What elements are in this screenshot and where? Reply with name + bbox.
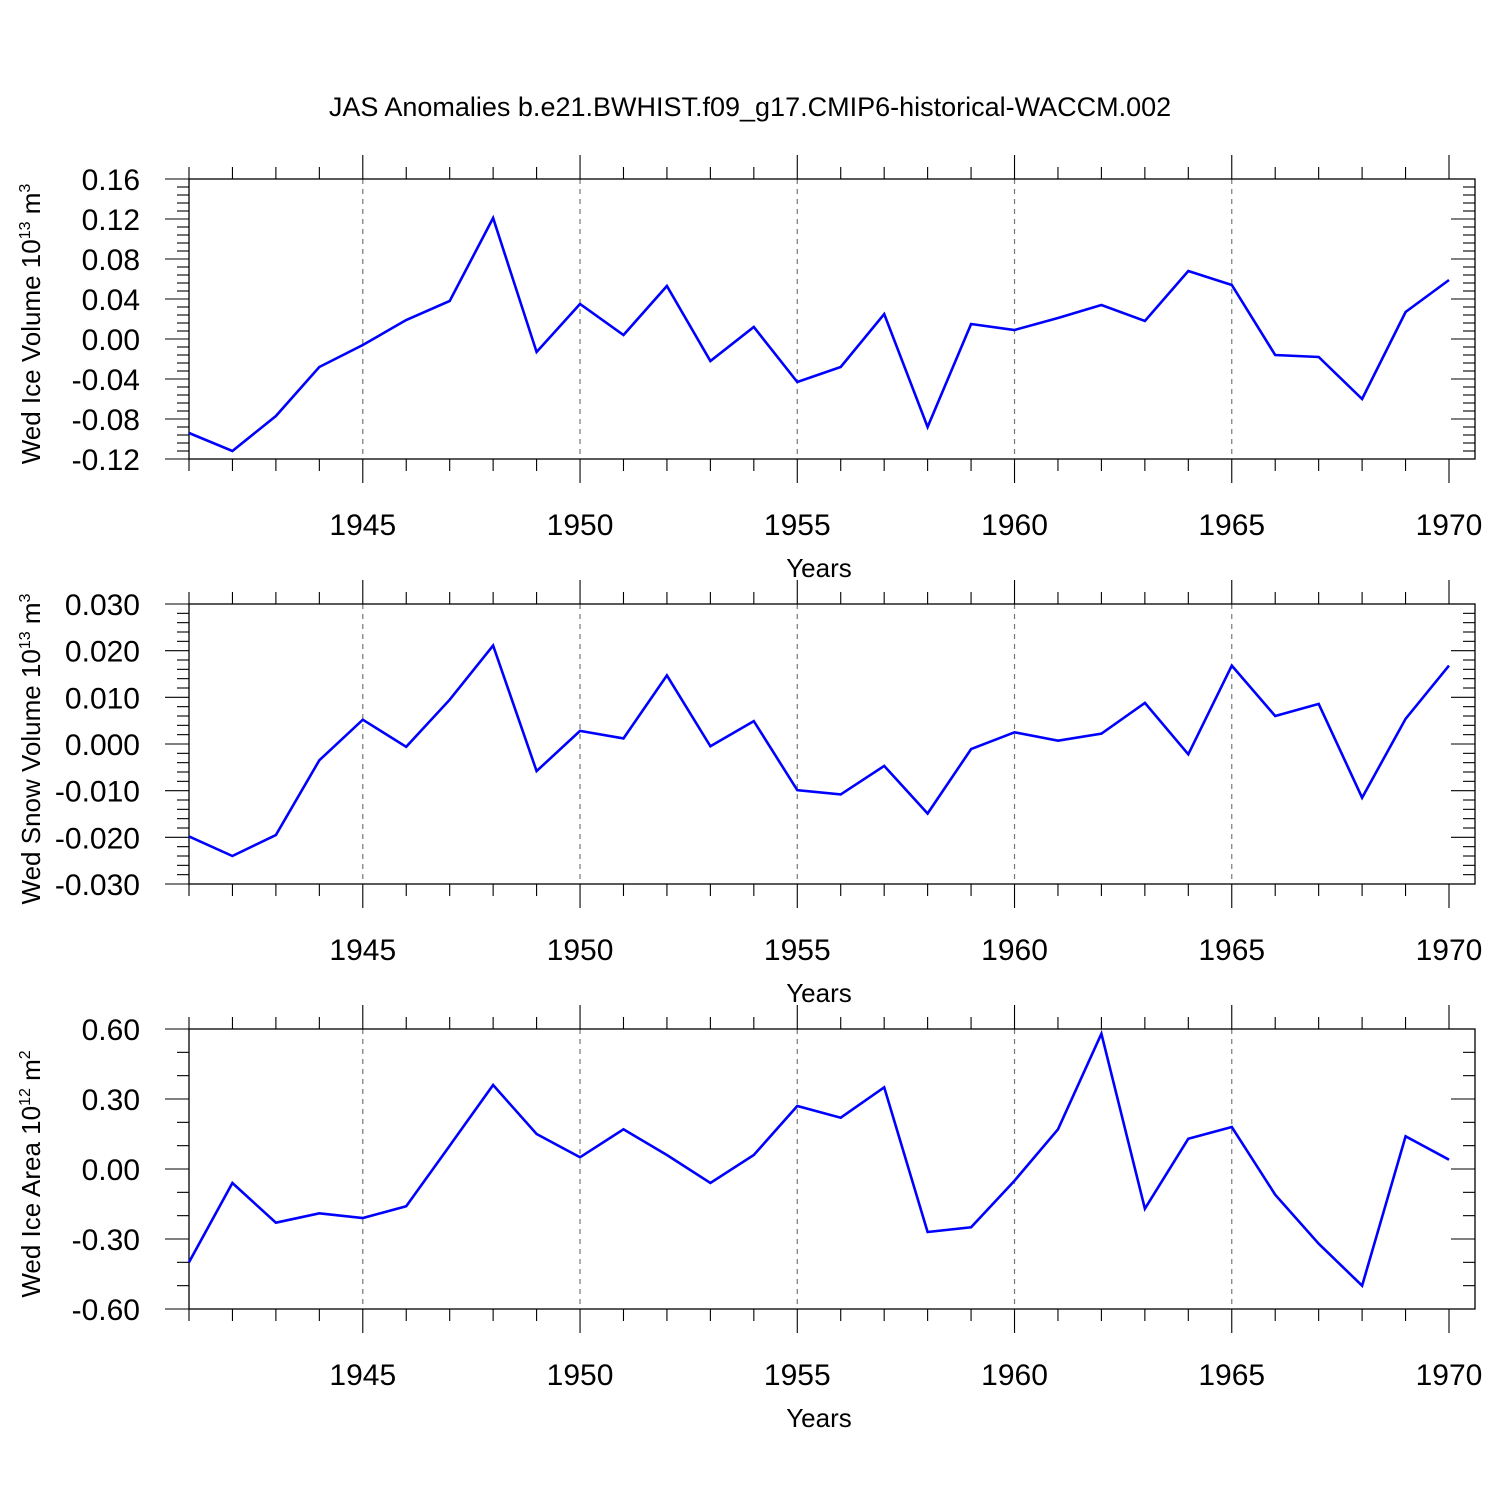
x-tick-label: 1970 <box>1416 934 1483 967</box>
x-tick-label: 1950 <box>547 934 614 967</box>
y-tick-label: 0.00 <box>82 324 140 357</box>
plot-frame <box>188 603 1476 885</box>
y-tick-label: -0.010 <box>55 776 140 809</box>
y-axis-label-unit-exponent: 3 <box>17 593 34 602</box>
x-tick-label: 1960 <box>981 509 1048 542</box>
x-tick-label: 1960 <box>981 1359 1048 1392</box>
y-axis-label: Wed Ice Area 1012 m2 <box>16 1050 46 1297</box>
y-tick-label: 0.16 <box>82 164 140 197</box>
main-title: JAS Anomalies b.e21.BWHIST.f09_g17.CMIP6… <box>329 92 1171 122</box>
plot-frame <box>188 1028 1476 1310</box>
x-tick-label: 1950 <box>547 1359 614 1392</box>
x-tick-label: 1960 <box>981 934 1048 967</box>
y-tick-label: 0.60 <box>82 1014 140 1047</box>
x-tick-label: 1970 <box>1416 509 1483 542</box>
y-axis-label-text: Wed Snow Volume 10 <box>16 649 46 904</box>
x-tick-label: 1945 <box>329 1359 396 1392</box>
y-axis-label: Wed Snow Volume 1013 m3 <box>16 593 46 904</box>
x-tick-label: 1955 <box>764 509 831 542</box>
x-axis-label: Years <box>786 1403 852 1433</box>
series-line-snow-volume <box>188 642 1451 858</box>
y-tick-label: 0.08 <box>82 244 140 277</box>
y-tick-label: 0.010 <box>65 682 140 715</box>
y-axis-label-unit: m <box>16 193 46 222</box>
y-axis-label-unit-exponent: 2 <box>17 1050 34 1059</box>
y-tick-label: -0.30 <box>72 1224 140 1257</box>
series-line-ice-area <box>187 1029 1450 1289</box>
x-tick-label: 1965 <box>1198 934 1265 967</box>
x-axis-label: Years <box>786 553 852 583</box>
y-tick-label: 0.00 <box>82 1154 140 1187</box>
panel-snow-volume: -0.030 -0.020 -0.010 0.000 0.010 0.020 0.030 19… <box>16 580 1482 1008</box>
y-tick-label: -0.08 <box>72 404 140 437</box>
y-axis-label-text: Wed Ice Volume 10 <box>16 239 46 464</box>
y-tick-label: 0.000 <box>65 729 140 762</box>
x-tick-label: 1945 <box>329 934 396 967</box>
x-tick-label: 1950 <box>547 509 614 542</box>
y-tick-label: -0.030 <box>55 869 140 902</box>
y-axis-label-exponent: 13 <box>17 631 34 649</box>
y-tick-label: 0.30 <box>82 1084 140 1117</box>
y-tick-label: 0.020 <box>65 636 140 669</box>
x-tick-label: 1955 <box>764 934 831 967</box>
y-axis-label-unit-exponent: 3 <box>17 184 34 193</box>
y-tick-label: -0.020 <box>55 822 140 855</box>
y-tick-label: -0.04 <box>72 364 140 397</box>
y-axis-label-unit: m <box>16 602 46 631</box>
x-tick-label: 1965 <box>1198 509 1265 542</box>
y-tick-label: 0.12 <box>82 204 140 237</box>
x-tick-label: 1965 <box>1198 1359 1265 1392</box>
y-tick-label: 0.04 <box>82 284 140 317</box>
y-axis-label-exponent: 13 <box>17 221 34 239</box>
x-tick-label: 1955 <box>764 1359 831 1392</box>
plot-frame <box>188 178 1476 460</box>
y-tick-label: -0.12 <box>72 444 140 477</box>
panel-ice-volume: -0.12 -0.08 -0.04 0.00 0.04 0.08 0.12 0.16 1945 1… <box>16 155 1482 583</box>
y-axis-label-unit: m <box>16 1059 46 1088</box>
panel-ice-area: -0.60 -0.30 0.00 0.30 0.60 1945 1950 1955 1960 19… <box>16 1005 1482 1433</box>
y-axis-label: Wed Ice Volume 1013 m3 <box>16 184 46 465</box>
x-tick-label: 1970 <box>1416 1359 1483 1392</box>
y-axis-label-text: Wed Ice Area 10 <box>16 1106 46 1298</box>
y-tick-label: 0.030 <box>65 589 140 622</box>
y-tick-label: -0.60 <box>72 1294 140 1327</box>
y-axis-label-exponent: 12 <box>17 1088 34 1106</box>
x-tick-label: 1945 <box>329 509 396 542</box>
series-line-ice-volume <box>188 214 1450 453</box>
x-axis-label: Years <box>786 978 852 1008</box>
